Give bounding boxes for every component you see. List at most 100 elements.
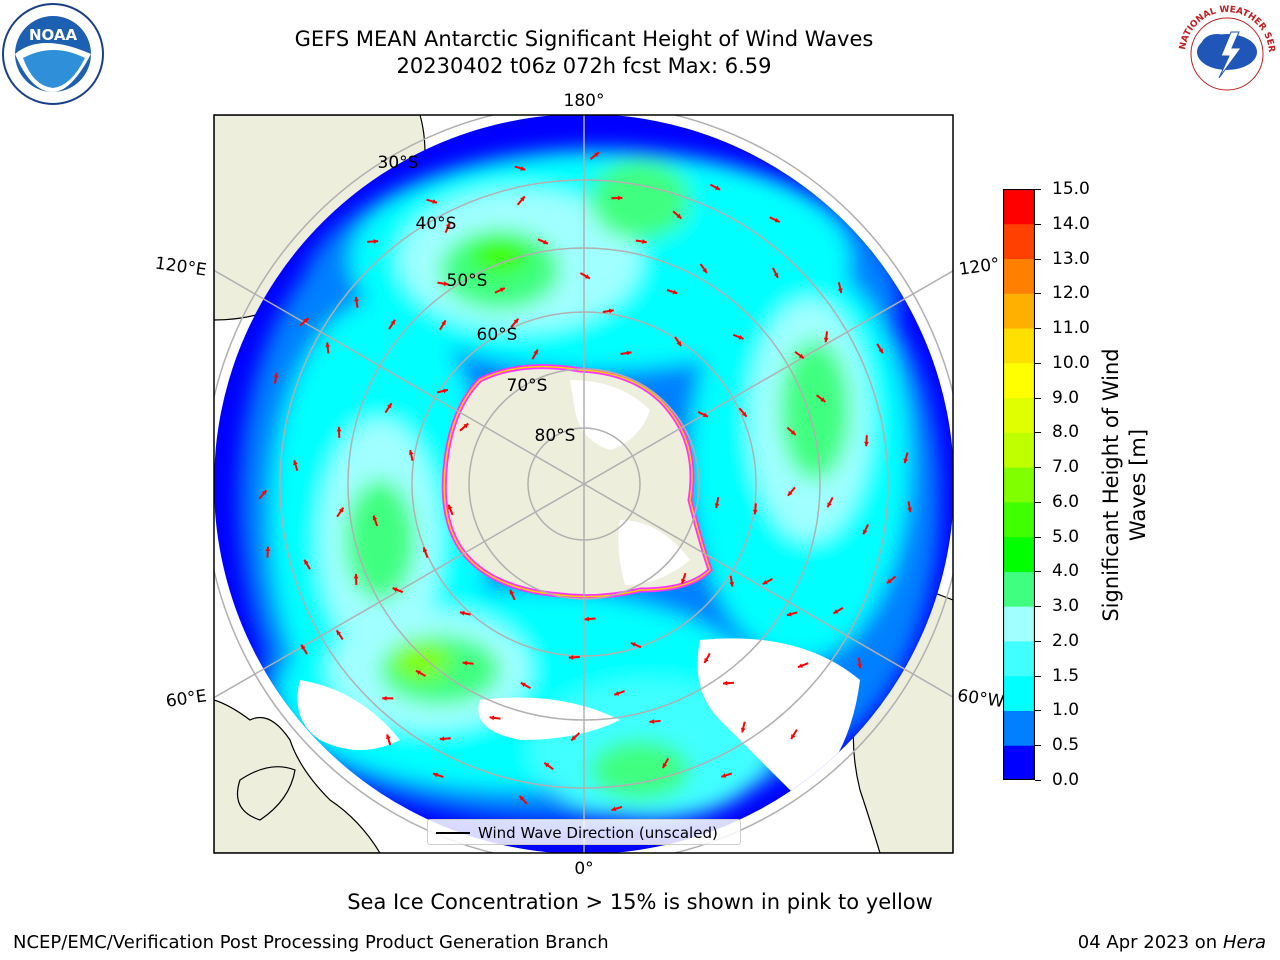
footer-credit: NCEP/EMC/Verification Post Processing Pr… xyxy=(13,932,609,953)
wind-wave-vectors xyxy=(258,151,913,812)
lon-label-120w: 120° xyxy=(958,254,1001,280)
colorbar-segment xyxy=(1003,293,1035,329)
wind-wave-arrow-head xyxy=(445,222,451,228)
wind-wave-arrow-head xyxy=(614,691,620,696)
wind-wave-arrow-head xyxy=(798,353,804,359)
wind-wave-arrow-head xyxy=(390,319,396,325)
sea-ice-note: Sea Ice Concentration > 15% is shown in … xyxy=(347,890,933,914)
wind-wave-arrow-head xyxy=(372,515,378,521)
colorbar-tick-mark xyxy=(1035,328,1041,330)
colorbar-segment xyxy=(1003,328,1035,364)
colorbar-tick-label: 11.0 xyxy=(1052,318,1090,339)
lat-label-40s: 40°S xyxy=(416,214,457,234)
wind-wave-arrow-head xyxy=(543,239,549,245)
wind-wave-arrow-head xyxy=(387,403,392,409)
colorbar-tick-label: 14.0 xyxy=(1052,213,1090,234)
wind-wave-arrow-head xyxy=(721,773,727,778)
lat-label-70s: 70°S xyxy=(507,376,548,396)
colorbar-frame xyxy=(1003,189,1035,780)
wind-wave-arrow-head xyxy=(325,342,331,348)
lat-label-30s: 30°S xyxy=(378,153,419,173)
wind-wave-arrow-head xyxy=(584,274,590,279)
nws-logo: NATIONAL WEATHER SERVICE xyxy=(1175,2,1277,104)
wind-wave-arrow-head xyxy=(568,654,574,660)
wind-wave-arrow-head xyxy=(544,762,550,768)
wind-wave-arrow-head xyxy=(857,663,863,669)
map-legend: Wind Wave Direction (unscaled) xyxy=(427,819,741,845)
colorbar xyxy=(1003,189,1035,780)
wind-wave-arrow-head xyxy=(704,657,709,663)
colorbar-tick-label: 6.0 xyxy=(1052,491,1080,512)
colorbar-segment xyxy=(1003,189,1035,225)
wind-wave-arrow-head xyxy=(432,199,438,204)
colorbar-segment xyxy=(1003,710,1035,746)
wind-wave-arrow-head xyxy=(261,490,267,496)
colorbar-segment xyxy=(1003,640,1035,677)
colorbar-tick-label: 13.0 xyxy=(1052,248,1090,269)
wind-wave-arrow-head xyxy=(520,196,525,202)
colorbar-tick-mark xyxy=(1035,362,1041,364)
wind-wave-arrow-head xyxy=(797,663,803,668)
wind-wave-arrow-head xyxy=(907,507,913,513)
wind-wave-arrow-head xyxy=(301,644,306,650)
wind-wave-arrow-head xyxy=(392,587,398,592)
wind-wave-arrow-head xyxy=(520,682,526,688)
colorbar-segment xyxy=(1003,467,1035,503)
graticule xyxy=(214,115,953,853)
wind-wave-arrow-head xyxy=(642,239,647,244)
colorbar-tick-label: 12.0 xyxy=(1052,283,1090,304)
lon-label-60e: 60°E xyxy=(165,686,208,711)
wind-wave-arrow-head xyxy=(463,423,469,429)
wind-wave-arrow-head xyxy=(594,152,600,157)
wind-wave-arrow-head xyxy=(786,611,792,617)
wind-wave-arrow-head xyxy=(903,458,909,464)
wind-wave-arrow-head xyxy=(303,318,309,323)
wind-wave-arrow-head xyxy=(353,573,359,579)
wind-wave-arrow-head xyxy=(790,430,796,435)
wind-wave-arrow-head xyxy=(676,213,682,219)
weddell-ice-shelf xyxy=(618,520,690,585)
colorbar-tick-label: 3.0 xyxy=(1052,596,1080,617)
wind-wave-arrow-head xyxy=(382,695,387,701)
colorbar-tick-mark xyxy=(1035,536,1041,538)
colorbar-tick-mark xyxy=(1035,675,1041,677)
chart-title: GEFS MEAN Antarctic Significant Height o… xyxy=(294,27,874,51)
legend-line-swatch xyxy=(436,832,470,834)
meridian-60e-120w xyxy=(214,270,953,699)
lon-label-60w: 60°W xyxy=(956,686,1005,712)
colorbar-segment xyxy=(1003,571,1035,607)
colorbar-segment xyxy=(1003,432,1035,468)
colorbar-segment xyxy=(1003,536,1035,572)
noaa-logo-text: NOAA xyxy=(29,26,78,44)
wind-wave-arrow-head xyxy=(609,308,614,314)
wind-wave-arrow-head xyxy=(447,504,453,510)
wind-wave-arrow-head xyxy=(702,412,708,417)
wind-wave-arrow-head xyxy=(293,460,298,466)
wind-wave-arrow-head xyxy=(878,348,883,354)
footer-date-text: 04 Apr 2023 on xyxy=(1077,932,1223,953)
colorbar-tick-mark xyxy=(1035,640,1041,642)
wind-wave-arrow-head xyxy=(787,490,793,496)
wind-wave-arrow-head xyxy=(649,719,655,724)
lat-label-80s: 80°S xyxy=(535,426,576,446)
wind-wave-arrow-head xyxy=(611,806,617,812)
colorbar-segment xyxy=(1003,258,1035,294)
wind-wave-arrow-head xyxy=(762,579,768,585)
colorbar-segment xyxy=(1003,675,1035,711)
colorbar-segment xyxy=(1003,397,1035,433)
lat-label-50s: 50°S xyxy=(447,271,488,291)
wind-wave-arrow-head xyxy=(714,503,720,509)
colorbar-tick-label: 15.0 xyxy=(1052,179,1090,199)
wind-wave-arrow-head xyxy=(439,736,445,742)
wind-wave-arrow-head xyxy=(415,670,421,675)
colorbar-tick-label: 4.0 xyxy=(1052,561,1080,582)
wind-wave-arrow-head xyxy=(791,734,796,740)
wind-wave-arrow-head xyxy=(462,660,468,666)
map-frame xyxy=(213,114,954,854)
wind-wave-arrow-head xyxy=(823,337,829,343)
wind-wave-arrow-head xyxy=(702,267,707,273)
wind-wave-arrow-head xyxy=(617,195,623,201)
footer-machine: Hera xyxy=(1222,932,1266,953)
wind-wave-arrow-head xyxy=(422,547,428,553)
colorbar-tick-mark xyxy=(1035,189,1041,190)
